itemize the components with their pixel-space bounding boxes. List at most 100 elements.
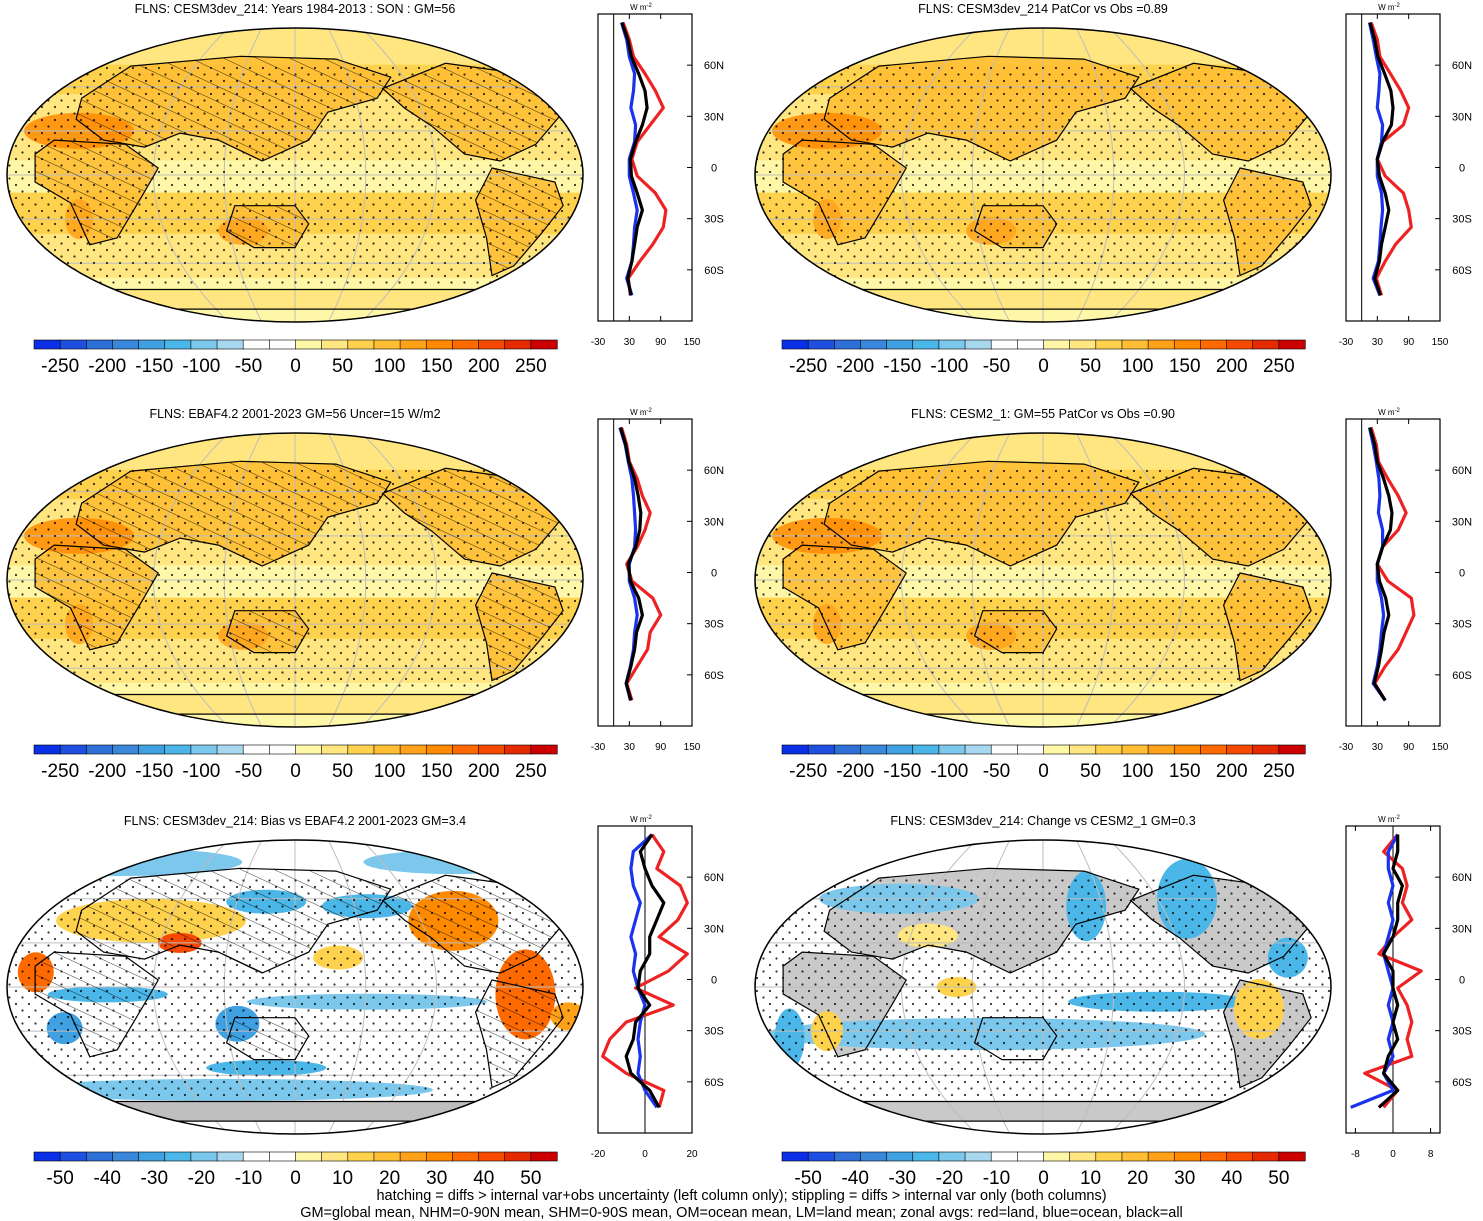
zonal-x-tick-label: 150	[1432, 337, 1449, 348]
zonal-all-line	[624, 833, 666, 1109]
zonal-x-tick-label: 150	[684, 742, 701, 753]
colorbar-label: -250	[789, 356, 827, 377]
colorbar-label: -40	[841, 1168, 868, 1189]
zonal-lat-label: 30N	[704, 923, 724, 935]
zonal-x-tick-label: -20	[591, 1149, 606, 1160]
panel-bias-vs-obs: FLNS: CESM3dev_214: Bias vs EBAF4.2 2001…	[6, 814, 724, 1189]
colorbar-swatch	[59, 744, 87, 755]
colorbar-swatch	[1095, 744, 1123, 755]
zonal-unit-label: W m-2	[1378, 3, 1400, 12]
zonal-unit-superscript: -2	[647, 408, 653, 414]
map-outline	[6, 27, 584, 323]
colorbar-swatch	[938, 744, 966, 755]
colorbar-swatch	[504, 744, 532, 755]
colorbar-swatch	[216, 1151, 244, 1162]
zonal-plot-obs-climatology: -30 30 90 150 60N 30N 0 30S 60S W m-2	[591, 408, 724, 753]
colorbar-swatch	[1069, 744, 1097, 755]
colorbar-label: -250	[41, 761, 79, 782]
colorbar-change-vs-baseline: -50 -40 -30 -20 -10 0 10 20 30 40 50	[781, 1151, 1306, 1189]
colorbar-label: -250	[41, 356, 79, 377]
zonal-x-tick-label: -30	[591, 742, 606, 753]
hatching-namerica	[382, 63, 564, 161]
colorbar-swatch	[938, 1151, 966, 1162]
colorbar-swatch	[1200, 339, 1228, 350]
colorbar-swatch	[86, 339, 114, 350]
colorbar-label: -50	[235, 761, 262, 782]
colorbar-swatch	[216, 744, 244, 755]
footer-caption-line-1: hatching = diffs > internal var+obs unce…	[376, 1188, 1107, 1204]
colorbar-label: -150	[883, 761, 921, 782]
panel-obs-climatology: FLNS: EBAF4.2 2001-2023 GM=56 Uncer=15 W…	[6, 407, 724, 782]
colorbar-label: 0	[290, 761, 301, 782]
colorbar-swatch	[1095, 1151, 1123, 1162]
colorbar-swatch	[833, 1151, 862, 1162]
colorbar-label: 200	[1216, 761, 1248, 782]
zonal-lat-label: 60S	[704, 1077, 724, 1089]
zonal-plot-model-patcor: -30 30 90 150 60N 30N 0 30S 60S W m-2	[1339, 3, 1472, 348]
zonal-all-line	[618, 427, 645, 701]
hatching-eurasia	[76, 461, 391, 566]
colorbar-swatch	[860, 1151, 888, 1162]
zonal-x-tick-label: 30	[624, 337, 636, 348]
colorbar-label: -100	[182, 356, 220, 377]
colorbar-label: -50	[235, 356, 262, 377]
panel-title: FLNS: CESM2_1: GM=55 PatCor vs Obs =0.90	[911, 407, 1175, 421]
colorbar-label: 150	[421, 356, 453, 377]
colorbar-label: 10	[1080, 1168, 1101, 1189]
colorbar-label: 50	[1080, 356, 1101, 377]
colorbar-swatch	[138, 744, 166, 755]
zonal-lat-label: 60S	[1452, 1077, 1472, 1089]
zonal-lat-label: 60N	[1452, 872, 1472, 884]
hatching-africa	[35, 140, 159, 245]
colorbar-label: 50	[1080, 761, 1101, 782]
zonal-unit-label: W m-2	[630, 3, 652, 12]
panel-baseline-climatology: FLNS: CESM2_1: GM=55 PatCor vs Obs =0.90…	[754, 407, 1472, 782]
zonal-lat-label: 60S	[704, 670, 724, 682]
colorbar-swatch	[347, 744, 375, 755]
zonal-x-tick-label: 90	[655, 742, 667, 753]
map-outline	[754, 27, 1332, 323]
colorbar-label: -250	[789, 761, 827, 782]
colorbar-swatch	[425, 1151, 454, 1162]
colorbar-swatch	[781, 744, 809, 755]
zonal-unit-superscript: -2	[647, 815, 653, 821]
colorbar-swatch	[1226, 1151, 1254, 1162]
colorbar-swatch	[1121, 339, 1149, 350]
colorbar-swatch	[886, 339, 914, 350]
colorbar-label: 40	[1221, 1168, 1242, 1189]
colorbar-swatch	[112, 339, 140, 350]
zonal-lat-label: 60N	[704, 60, 724, 72]
colorbar-swatch	[59, 339, 87, 350]
colorbar-label: 250	[515, 356, 547, 377]
hatching-africa	[35, 545, 159, 650]
zonal-plot-baseline-climatology: -30 30 90 150 60N 30N 0 30S 60S W m-2	[1339, 408, 1472, 753]
colorbar-swatch	[373, 744, 401, 755]
zonal-lat-label: 30S	[704, 619, 724, 631]
colorbar-model-climatology: -250 -200 -150 -100 -50 0 50 100 150 200 250	[33, 339, 558, 377]
zonal-unit-superscript: -2	[1395, 815, 1401, 821]
colorbar-swatch	[1017, 339, 1045, 350]
colorbar-swatch	[399, 744, 427, 755]
colorbar-swatch	[33, 339, 61, 350]
colorbar-swatch	[807, 1151, 835, 1162]
colorbar-baseline-climatology: -250 -200 -150 -100 -50 0 50 100 150 200 250	[781, 744, 1306, 782]
colorbar-swatch	[347, 1151, 375, 1162]
colorbar-swatch	[1200, 744, 1228, 755]
zonal-ocean-line	[629, 833, 659, 1109]
colorbar-label: -30	[141, 1168, 168, 1189]
colorbar-swatch	[399, 339, 427, 350]
colorbar-label: 20	[379, 1168, 400, 1189]
zonal-lat-label: 0	[711, 568, 717, 580]
colorbar-swatch	[912, 339, 940, 350]
colorbar-swatch	[1278, 744, 1306, 755]
colorbar-label: 250	[515, 761, 547, 782]
colorbar-swatch	[452, 339, 480, 350]
colorbar-swatch	[1252, 339, 1280, 350]
zonal-lat-label: 30S	[1452, 1026, 1472, 1038]
zonal-unit-label: W m-2	[630, 408, 652, 417]
zonal-lat-label: 30N	[1452, 923, 1472, 935]
colorbar-label: -10	[983, 1168, 1010, 1189]
colorbar-swatch	[216, 339, 244, 350]
colorbar-swatch	[86, 1151, 114, 1162]
colorbar-swatch	[478, 1151, 506, 1162]
